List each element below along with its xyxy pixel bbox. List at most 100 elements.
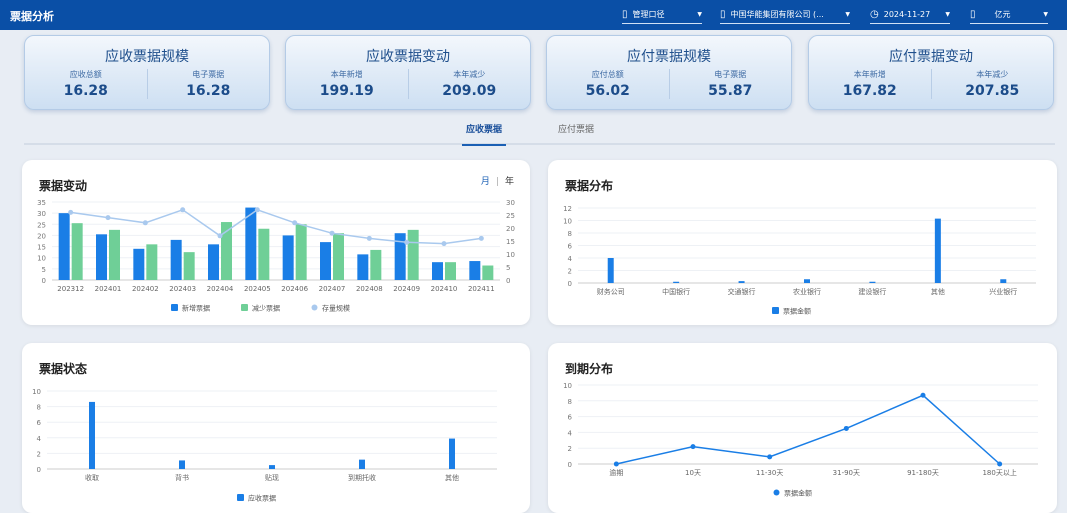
point-存量规模 xyxy=(478,235,484,241)
metric-value: 55.87 xyxy=(708,83,753,99)
y-tick-label: 25 xyxy=(37,221,46,229)
card-title: 应付票据规模 xyxy=(627,49,711,65)
bar-票据金额 xyxy=(738,281,745,283)
date-select[interactable]: ◷ 2024-11-27 ▼ xyxy=(870,6,950,24)
x-tick-label: 收取 xyxy=(85,473,99,482)
month-toggle[interactable]: 月 xyxy=(480,177,490,187)
tab-bar: 应收票据 应付票据 xyxy=(24,118,1055,146)
legend-swatch xyxy=(311,304,318,311)
metric-value: 56.02 xyxy=(585,83,630,99)
x-tick-label: 202312 xyxy=(57,285,84,293)
x-tick-label: 202409 xyxy=(393,285,420,293)
y2-tick-label: 20 xyxy=(506,225,515,233)
point-存量规模 xyxy=(217,233,223,239)
bar-新增票据 xyxy=(469,261,481,280)
y-tick-label: 10 xyxy=(37,255,46,263)
caret-down-icon: ▼ xyxy=(945,11,950,18)
caret-down-icon: ▼ xyxy=(845,11,850,18)
app-header: 票据分析 ▯ 管理口径 ▼ ▯ 中国华能集团有限公司 (... ▼ ◷ 2024-11-2… xyxy=(0,0,1067,30)
bar-减少票据 xyxy=(109,229,120,280)
bar-应收票据 xyxy=(359,459,365,469)
metric-value: 209.09 xyxy=(442,83,497,99)
bar-应收票据 xyxy=(449,438,455,469)
x-tick-label: 31-90天 xyxy=(833,469,860,477)
point-票据金额 xyxy=(767,454,773,460)
x-tick-label: 兴业银行 xyxy=(989,287,1017,296)
line-票据金额 xyxy=(616,394,1001,465)
y2-tick-label: 10 xyxy=(506,251,515,259)
panel-title: 票据状态 xyxy=(39,362,88,376)
legend-swatch xyxy=(773,489,780,496)
card-metric: 应付总额 56.02 xyxy=(547,69,669,99)
bar-减少票据 xyxy=(258,228,270,280)
y2-tick-label: 5 xyxy=(506,264,510,272)
panel-title: 票据变动 xyxy=(39,179,88,193)
bar-票据金额 xyxy=(869,281,876,283)
company-select[interactable]: ▯ 中国华能集团有限公司 (... ▼ xyxy=(720,6,850,24)
bar-新增票据 xyxy=(394,233,406,280)
y-tick-label: 5 xyxy=(42,266,46,274)
date-label: 2024-11-27 xyxy=(883,10,931,19)
legend-swatch xyxy=(237,494,244,501)
metric-label: 应付总额 xyxy=(591,70,624,79)
legend-swatch xyxy=(241,304,248,311)
metric-value: 199.19 xyxy=(319,83,374,99)
y-tick-label: 35 xyxy=(37,199,46,207)
bar-票据金额 xyxy=(673,281,680,283)
metric-label: 本年减少 xyxy=(976,70,1009,79)
y-tick-label: 0 xyxy=(568,280,572,288)
bar-新增票据 xyxy=(320,242,331,280)
metric-label: 应收总额 xyxy=(69,70,102,79)
legend-label: 票据金额 xyxy=(783,307,811,316)
card-metric: 本年减少 207.85 xyxy=(930,69,1054,99)
metric-label: 本年新增 xyxy=(330,70,363,79)
metric-label: 本年减少 xyxy=(453,70,486,79)
y-tick-label: 2 xyxy=(568,445,572,453)
metric-value: 16.28 xyxy=(63,83,108,99)
legend-label: 新增票据 xyxy=(182,304,210,313)
y-tick-label: 0 xyxy=(37,466,41,474)
y-tick-label: 2 xyxy=(37,450,41,458)
summary-card: 应收票据变动 本年新增 199.19 本年减少 209.09 xyxy=(285,35,531,110)
card-metric: 本年新增 167.82 xyxy=(809,69,931,99)
tab-payable[interactable]: 应付票据 xyxy=(558,125,595,135)
tab-receivable[interactable]: 应收票据 xyxy=(462,122,507,146)
point-存量规模 xyxy=(441,241,447,247)
x-tick-label: 到期托收 xyxy=(348,473,376,482)
point-存量规模 xyxy=(292,220,298,226)
panel-title: 到期分布 xyxy=(565,362,614,376)
caret-down-icon: ▼ xyxy=(1043,11,1048,18)
card-title: 应付票据变动 xyxy=(889,49,973,65)
x-tick-label: 202408 xyxy=(356,285,383,293)
x-tick-label: 农业银行 xyxy=(793,287,821,296)
x-tick-label: 中国银行 xyxy=(662,287,690,296)
card-title: 应收票据规模 xyxy=(105,49,189,65)
y-tick-label: 0 xyxy=(568,461,572,469)
scope-select[interactable]: ▯ 管理口径 ▼ xyxy=(622,6,702,24)
card-metric: 本年减少 209.09 xyxy=(407,69,531,99)
y-tick-label: 10 xyxy=(563,382,572,390)
y-tick-label: 6 xyxy=(37,419,42,427)
bar-减少票据 xyxy=(407,229,419,280)
point-存量规模 xyxy=(68,209,74,215)
y2-tick-label: 15 xyxy=(506,238,515,246)
x-tick-label: 91-180天 xyxy=(907,469,939,477)
company-label: 中国华能集团有限公司 (... xyxy=(730,10,824,19)
panel-bill-distribution: 票据分布 0 2 4 6 8 10 12 财务公司 中国银行 交通银行 农业银行 建设银行 其他 兴业银行… xyxy=(548,160,1057,325)
point-存量规模 xyxy=(404,239,410,245)
y2-tick-label: 30 xyxy=(506,199,515,207)
y-tick-label: 15 xyxy=(37,244,46,252)
unit-select[interactable]: ▯ 亿元 ▼ xyxy=(970,6,1048,24)
unit-label: 亿元 xyxy=(994,10,1011,19)
bar-减少票据 xyxy=(295,224,307,280)
x-tick-label: 交通银行 xyxy=(728,287,756,296)
point-存量规模 xyxy=(329,230,335,236)
y-tick-label: 4 xyxy=(37,435,42,443)
x-tick-label: 贴现 xyxy=(265,473,279,482)
x-tick-label: 202402 xyxy=(132,285,159,293)
y-tick-label: 30 xyxy=(37,210,46,218)
bar-新增票据 xyxy=(282,235,294,280)
point-票据金额 xyxy=(843,425,849,431)
x-tick-label: 其他 xyxy=(931,287,945,296)
year-toggle[interactable]: 年 xyxy=(504,177,514,187)
